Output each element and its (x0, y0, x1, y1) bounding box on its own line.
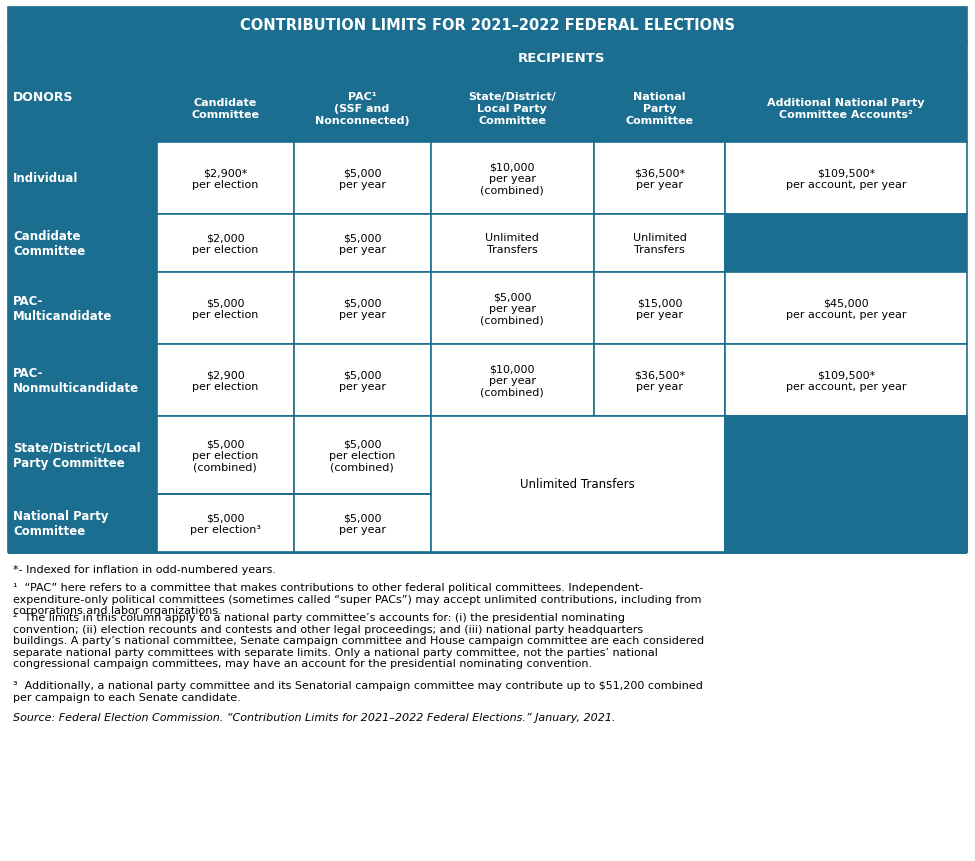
Text: $109,500*
per account, per year: $109,500* per account, per year (786, 168, 906, 189)
Text: Unlimited Transfers: Unlimited Transfers (521, 478, 635, 491)
Bar (8, 143, 157, 214)
Bar (594, 273, 724, 344)
Text: PAC-
Multicandidate: PAC- Multicandidate (13, 294, 112, 323)
Text: $5,000
per election: $5,000 per election (192, 298, 258, 319)
Text: Source: Federal Election Commission. “Contribution Limits for 2021–2022 Federal : Source: Federal Election Commission. “Co… (13, 712, 615, 722)
Text: $36,500*
per year: $36,500* per year (634, 168, 685, 189)
Text: $36,500*
per year: $36,500* per year (634, 369, 685, 392)
Bar (724, 417, 967, 494)
Text: $5,000
per year: $5,000 per year (338, 168, 385, 189)
Text: DONORS: DONORS (13, 91, 73, 104)
Text: $5,000
per year
(combined): $5,000 per year (combined) (481, 292, 544, 325)
Text: $5,000
per year: $5,000 per year (338, 512, 385, 534)
Bar (8, 8, 967, 42)
Bar (431, 494, 724, 553)
Text: Unlimited
Transfers: Unlimited Transfers (633, 233, 686, 255)
Bar (293, 143, 431, 214)
Bar (157, 214, 293, 273)
Text: National
Party
Committee: National Party Committee (626, 92, 693, 126)
Bar (724, 494, 967, 553)
Bar (293, 494, 431, 553)
Text: *- Indexed for inflation in odd-numbered years.: *- Indexed for inflation in odd-numbered… (13, 564, 276, 574)
Bar (724, 214, 967, 273)
Text: $2,000
per election: $2,000 per election (192, 233, 258, 255)
Bar (724, 344, 967, 417)
Text: Individual: Individual (13, 172, 78, 185)
Bar (157, 42, 967, 75)
Text: $109,500*
per account, per year: $109,500* per account, per year (786, 369, 906, 392)
Bar (724, 273, 967, 344)
Bar (293, 417, 431, 494)
Bar (431, 75, 594, 143)
Text: $5,000
per year: $5,000 per year (338, 298, 385, 319)
Text: PAC-
Nonmulticandidate: PAC- Nonmulticandidate (13, 367, 139, 394)
Bar (8, 344, 157, 417)
Text: National Party
Committee: National Party Committee (13, 510, 108, 537)
Text: RECIPIENTS: RECIPIENTS (518, 52, 605, 65)
Text: $5,000
per year: $5,000 per year (338, 369, 385, 392)
Bar (8, 553, 967, 554)
Text: $15,000
per year: $15,000 per year (636, 298, 682, 319)
Text: Unlimited
Transfers: Unlimited Transfers (486, 233, 539, 255)
Text: CONTRIBUTION LIMITS FOR 2021–2022 FEDERAL ELECTIONS: CONTRIBUTION LIMITS FOR 2021–2022 FEDERA… (240, 17, 735, 33)
Bar (431, 344, 594, 417)
Text: Additional National Party
Committee Accounts²: Additional National Party Committee Acco… (767, 98, 924, 120)
Bar (724, 417, 967, 553)
Text: $5,000
per election
(combined): $5,000 per election (combined) (329, 439, 395, 472)
Bar (293, 214, 431, 273)
Text: $5,000
per election³: $5,000 per election³ (189, 512, 260, 534)
Text: $2,900
per election: $2,900 per election (192, 369, 258, 392)
Bar (431, 214, 594, 273)
Bar (157, 344, 293, 417)
Text: Candidate
Committee: Candidate Committee (13, 230, 85, 257)
Bar (8, 273, 157, 344)
Bar (594, 75, 724, 143)
Text: $2,900*
per election: $2,900* per election (192, 168, 258, 189)
Bar (8, 417, 157, 494)
Text: PAC¹
(SSF and
Nonconnected): PAC¹ (SSF and Nonconnected) (315, 92, 410, 126)
Text: Candidate
Committee: Candidate Committee (191, 98, 259, 120)
Bar (594, 143, 724, 214)
Text: State/District/
Local Party
Committee: State/District/ Local Party Committee (468, 92, 556, 126)
Text: $5,000
per election
(combined): $5,000 per election (combined) (192, 439, 258, 472)
Bar (431, 417, 724, 494)
Text: State/District/Local
Party Committee: State/District/Local Party Committee (13, 442, 140, 469)
Bar (724, 75, 967, 143)
Bar (594, 344, 724, 417)
Bar (157, 273, 293, 344)
Text: ³  Additionally, a national party committee and its Senatorial campaign committe: ³ Additionally, a national party committ… (13, 680, 703, 702)
Text: ¹  “PAC” here refers to a committee that makes contributions to other federal po: ¹ “PAC” here refers to a committee that … (13, 582, 701, 616)
Bar (431, 143, 594, 214)
Text: $10,000
per year
(combined): $10,000 per year (combined) (481, 364, 544, 397)
Text: $45,000
per account, per year: $45,000 per account, per year (786, 298, 906, 319)
Bar (724, 143, 967, 214)
Text: ²  The limits in this column apply to a national party committee’s accounts for:: ² The limits in this column apply to a n… (13, 612, 704, 669)
Bar (431, 273, 594, 344)
Bar (293, 75, 431, 143)
Bar (157, 417, 293, 494)
Text: $5,000
per year: $5,000 per year (338, 233, 385, 255)
Bar (8, 494, 157, 553)
Bar (594, 214, 724, 273)
Text: $10,000
per year
(combined): $10,000 per year (combined) (481, 162, 544, 195)
Bar (431, 417, 724, 553)
Bar (157, 75, 293, 143)
Bar (157, 143, 293, 214)
Bar (8, 214, 157, 273)
Bar (157, 494, 293, 553)
Bar (293, 344, 431, 417)
Bar (293, 273, 431, 344)
Bar (8, 42, 157, 143)
